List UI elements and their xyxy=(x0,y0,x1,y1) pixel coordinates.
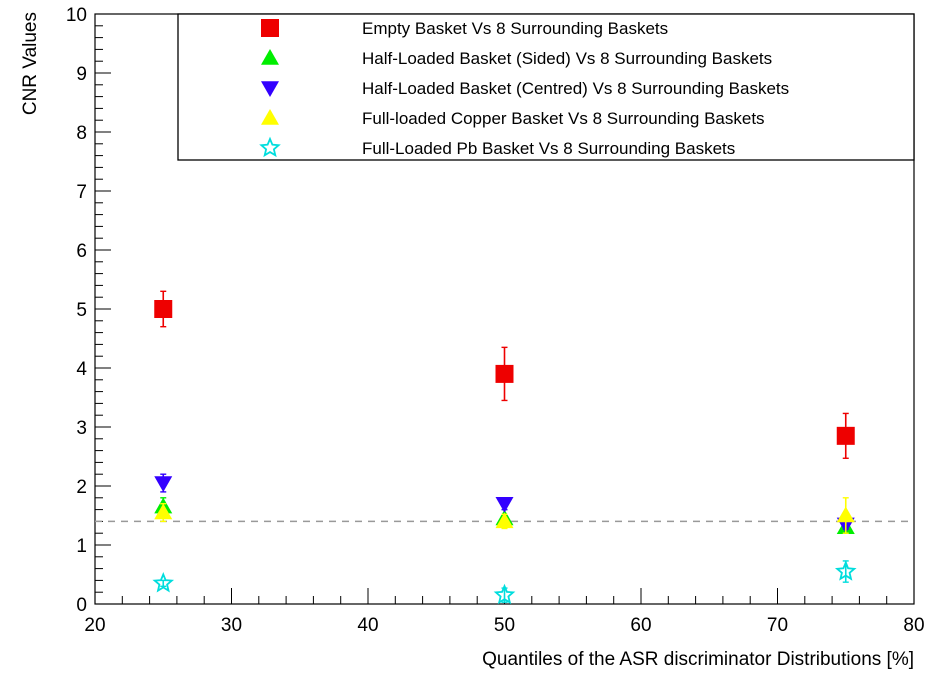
legend-marker xyxy=(261,49,279,65)
legend-entry: Empty Basket Vs 8 Surrounding Baskets xyxy=(362,19,668,38)
x-tick-label: 70 xyxy=(767,615,788,636)
y-tick-label: 5 xyxy=(76,300,87,321)
y-tick-label: 1 xyxy=(76,536,87,557)
legend-marker xyxy=(261,81,279,97)
y-axis-title: CNR Values xyxy=(20,12,41,115)
y-tick-label: 7 xyxy=(76,182,87,203)
x-tick-label: 80 xyxy=(903,615,924,636)
y-tick-label: 0 xyxy=(76,595,87,616)
x-tick-label: 20 xyxy=(84,615,105,636)
y-tick-label: 4 xyxy=(76,359,87,380)
data-point xyxy=(154,300,173,318)
data-point xyxy=(495,496,514,513)
y-tick-label: 8 xyxy=(76,123,87,144)
axes: 20 30 40 50 60 70 80 0 1 2 3 4 5 6 7 8 9 10 xyxy=(66,5,925,636)
legend-entry: Full-Loaded Pb Basket Vs 8 Surrounding B… xyxy=(362,139,735,158)
data-point xyxy=(495,512,514,529)
x-tick-label: 30 xyxy=(221,615,242,636)
data-point xyxy=(154,476,173,493)
data-point xyxy=(152,572,175,593)
data-point xyxy=(493,583,516,605)
legend-marker xyxy=(261,109,279,125)
legend-entry: Half-Loaded Basket (Centred) Vs 8 Surrou… xyxy=(362,79,789,98)
legend-marker xyxy=(259,136,281,158)
legend-marker xyxy=(261,19,279,37)
y-tick-label: 9 xyxy=(76,64,87,85)
legend-entry: Full-loaded Copper Basket Vs 8 Surroundi… xyxy=(362,109,765,128)
legend-box xyxy=(177,13,915,161)
x-tick-label: 60 xyxy=(630,615,651,636)
x-tick-label: 40 xyxy=(357,615,378,636)
data-points xyxy=(152,290,857,605)
data-point xyxy=(154,503,173,520)
data-point xyxy=(836,426,855,445)
data-point xyxy=(836,506,855,523)
data-point xyxy=(834,560,857,581)
legend: Empty Basket Vs 8 Surrounding Baskets Hal… xyxy=(177,13,915,161)
y-tick-label: 2 xyxy=(76,477,87,498)
y-tick-label: 6 xyxy=(76,241,87,262)
y-tick-label: 3 xyxy=(76,418,87,439)
legend-entry: Half-Loaded Basket (Sided) Vs 8 Surround… xyxy=(362,49,772,68)
data-point xyxy=(495,364,514,383)
y-tick-label: 10 xyxy=(66,5,87,26)
x-tick-label: 50 xyxy=(494,615,515,636)
x-axis-title: Quantiles of the ASR discriminator Distr… xyxy=(482,649,914,670)
